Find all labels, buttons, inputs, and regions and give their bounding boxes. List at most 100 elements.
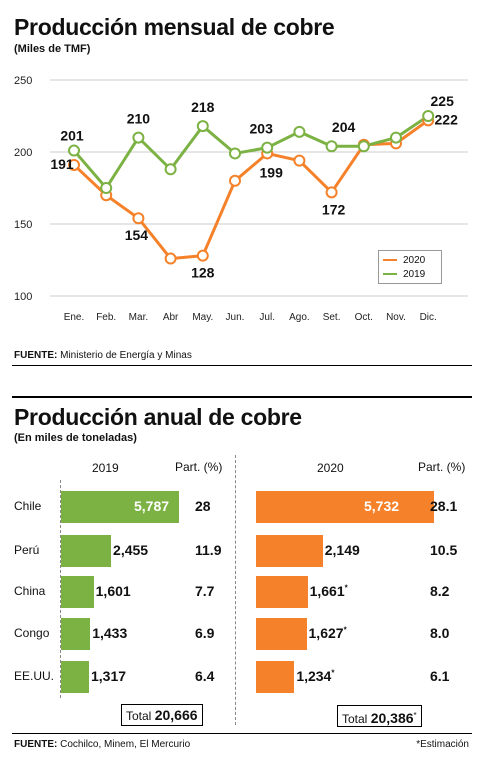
estimate-mark: * (344, 583, 348, 593)
data-label-2019: 225 (431, 93, 455, 109)
part-2019: 11.9 (195, 542, 222, 558)
bar-value-2019: 2,455 (113, 542, 149, 558)
bar-value-2020: 1,234* (296, 668, 334, 684)
data-label-2020: 222 (435, 111, 459, 127)
x-tick-label: Oct. (355, 312, 373, 323)
bar-value-2020-text: 1,627 (308, 625, 344, 641)
data-point-2019 (100, 182, 113, 194)
bottom-rule (12, 733, 472, 734)
total-2019-value: 20,666 (154, 707, 198, 723)
data-point-2020 (164, 252, 177, 265)
data-label-2020: 128 (191, 265, 215, 281)
legend-item-2020: 2020 (383, 254, 425, 266)
data-label-2019: 204 (332, 119, 356, 135)
total-2020-value: 20,386 (370, 710, 414, 726)
bar-2020 (256, 661, 295, 693)
country-label: Perú (14, 543, 40, 557)
data-label-2019: 218 (191, 99, 215, 115)
data-point-2019 (164, 163, 177, 176)
bar-value-2020-text: 1,234 (296, 668, 332, 684)
monthly-source: FUENTE: Ministerio de Energía y Minas (14, 350, 192, 361)
bar-value-2020-text: 2,149 (324, 542, 360, 558)
col-header-part-2019: Part. (%) (175, 460, 223, 474)
annual-source-label: FUENTE: (14, 739, 58, 750)
data-label-2020: 199 (260, 164, 284, 180)
x-tick-label: Abr (163, 312, 179, 323)
section-divider-top (12, 365, 472, 366)
data-point-2019 (390, 131, 402, 144)
data-point-2019 (357, 140, 370, 153)
country-label: Congo (14, 626, 50, 640)
legend-label-2019: 2019 (403, 268, 426, 280)
estimate-mark: * (331, 668, 335, 678)
bar-value-2019: 5,787 (134, 498, 170, 514)
country-label: EE.UU. (14, 669, 55, 683)
legend-item-2019: 2019 (383, 268, 425, 280)
total-2020-label: Total (342, 712, 368, 726)
country-label: China (14, 584, 46, 598)
total-2020: Total 20,386* (337, 705, 422, 727)
x-tick-label: Ene. (64, 312, 85, 323)
bar-value-2019: 1,317 (91, 668, 127, 684)
data-point-2020 (68, 158, 80, 171)
bar-2020 (256, 491, 434, 523)
y-tick-label: 200 (14, 147, 32, 159)
bar-2020 (256, 576, 308, 608)
data-label-2020: 154 (125, 227, 149, 243)
part-2020: 10.5 (430, 542, 458, 558)
column-separator (235, 455, 236, 725)
part-2019: 28 (195, 498, 211, 514)
col-header-2019: 2019 (92, 461, 119, 475)
estimate-mark: * (343, 625, 347, 635)
data-label-2019: 201 (60, 128, 84, 144)
monthly-source-label: FUENTE: (14, 350, 58, 361)
part-2019: 6.9 (195, 625, 215, 641)
data-point-2019 (422, 110, 435, 122)
data-point-2019 (261, 141, 274, 154)
bar-2019 (61, 576, 94, 608)
data-point-2020 (325, 186, 338, 199)
legend-swatch-2019 (383, 273, 397, 275)
bar-value-2019: 1,601 (95, 583, 131, 599)
total-2019-label: Total (126, 709, 152, 723)
total-2020-estimate-mark: * (413, 711, 417, 720)
x-tick-label: Dic. (420, 312, 437, 323)
monthly-source-text: Ministerio de Energía y Minas (57, 350, 192, 361)
data-point-2019 (293, 125, 306, 138)
data-point-2019 (325, 140, 338, 153)
data-point-2019 (132, 131, 145, 144)
bar-2019 (61, 618, 91, 650)
part-2019: 6.4 (195, 668, 215, 684)
data-label-2020: 172 (322, 201, 346, 217)
y-tick-label: 150 (14, 219, 32, 231)
bar-value-2020: 1,661* (310, 583, 348, 599)
x-tick-label: Jul. (259, 312, 275, 323)
annual-source-text: Cochilco, Minem, El Mercurio (57, 739, 191, 750)
legend-swatch-2020 (383, 259, 397, 261)
x-tick-label: May. (192, 312, 213, 323)
bar-2020 (256, 618, 307, 650)
monthly-line-chart: 100 150 200 250 Ene. Feb. Mar. Abr May. Jun. Jul. A… (14, 75, 468, 323)
y-tick-label: 100 (14, 291, 32, 303)
annual-chart-title: Producción anual de cobre (14, 404, 302, 430)
bar-value-2020: 1,627* (309, 625, 347, 641)
monthly-chart-title: Producción mensual de cobre (14, 14, 335, 40)
legend-label-2020: 2020 (403, 254, 426, 266)
annual-chart-subtitle: (En miles de toneladas) (14, 432, 137, 444)
part-2020: 8.0 (430, 625, 450, 641)
data-point-2019 (68, 144, 80, 157)
bar-2019 (61, 661, 89, 693)
x-tick-label: Mar. (129, 312, 148, 323)
bar-value-2020: 5,732 (364, 498, 399, 514)
x-tick-label: Ago. (289, 312, 310, 323)
chart-legend: 2020 2019 (378, 250, 442, 284)
x-tick-label: Jun. (226, 312, 245, 323)
section-divider (12, 396, 472, 398)
bar-2019 (61, 535, 112, 567)
col-header-part-2020: Part. (%) (418, 460, 466, 474)
x-tick-label: Nov. (386, 312, 406, 323)
data-point-2020 (229, 174, 241, 187)
total-2019: Total 20,666 (121, 704, 203, 726)
bar-value-2020-text: 5,732 (364, 498, 400, 514)
country-label: Chile (14, 499, 42, 513)
